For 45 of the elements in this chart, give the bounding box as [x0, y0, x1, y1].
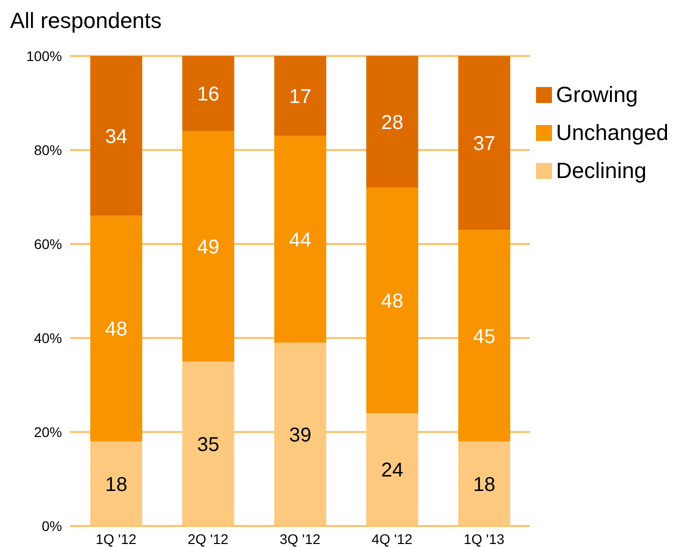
bar — [90, 216, 142, 442]
bar — [458, 56, 510, 230]
x-tick-label: 4Q '12 — [372, 530, 413, 547]
x-tick-label: 1Q '13 — [464, 530, 505, 547]
data-label: 24 — [381, 460, 404, 482]
y-tick-label: 60% — [34, 236, 62, 252]
bar — [458, 441, 510, 526]
bar — [182, 131, 234, 362]
data-label: 45 — [473, 326, 496, 348]
x-tick-label: 2Q '12 — [188, 530, 229, 547]
data-label: 49 — [197, 236, 220, 258]
bar — [274, 136, 326, 343]
data-label: 18 — [473, 474, 496, 496]
data-label: 48 — [381, 290, 404, 312]
data-label: 18 — [105, 474, 128, 496]
bar — [366, 188, 418, 414]
chart-title: All respondents — [9, 7, 163, 35]
x-tick-label: 1Q '12 — [96, 530, 137, 547]
y-tick-label: 40% — [34, 330, 62, 346]
bar — [274, 342, 326, 526]
bar — [458, 230, 510, 442]
data-label: 28 — [381, 112, 404, 134]
y-tick-label: 80% — [34, 142, 62, 158]
legend-label: Unchanged — [556, 120, 669, 146]
y-tick-label: 20% — [34, 424, 62, 440]
x-tick-label: 3Q '12 — [280, 530, 321, 547]
y-tick-label: 100% — [26, 48, 62, 64]
bar — [90, 56, 142, 216]
data-label: 34 — [105, 126, 128, 148]
bar — [274, 56, 326, 136]
data-label: 37 — [473, 133, 496, 156]
bar — [90, 441, 142, 526]
bar — [182, 362, 234, 526]
bar — [366, 413, 418, 526]
data-label: 17 — [289, 86, 312, 108]
legend-label: Declining — [556, 158, 646, 184]
bar — [182, 56, 234, 132]
data-label: 16 — [197, 84, 220, 106]
data-label: 39 — [289, 424, 312, 446]
data-label: 44 — [289, 229, 312, 252]
data-label: 35 — [197, 434, 220, 456]
legend-label: Growing — [556, 82, 638, 108]
data-label: 48 — [105, 318, 128, 341]
bar — [366, 56, 418, 188]
y-tick-label: 0% — [42, 518, 62, 534]
